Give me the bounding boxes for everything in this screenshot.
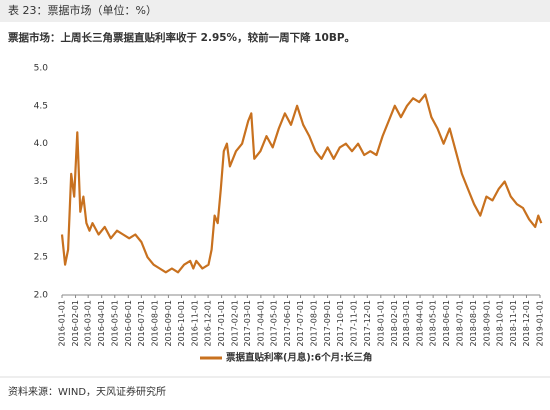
x-tick-label: 2016-05-01 <box>110 300 119 347</box>
x-tick-label: 2017-10-01 <box>336 300 345 347</box>
x-tick-label: 2017-03-01 <box>243 300 252 347</box>
x-tick-label: 2017-05-01 <box>269 300 278 347</box>
x-tick-label: 2016-08-01 <box>150 300 159 347</box>
x-tick-label: 2017-12-01 <box>363 300 372 347</box>
header-bar <box>0 0 550 22</box>
y-tick-label: 2.5 <box>34 253 48 263</box>
x-tick-label: 2018-01-01 <box>376 300 385 347</box>
x-tick-label: 2018-06-01 <box>442 300 451 347</box>
x-tick-label: 2017-08-01 <box>310 300 319 347</box>
x-tick-label: 2016-03-01 <box>84 300 93 347</box>
x-tick-label: 2016-09-01 <box>164 300 173 347</box>
x-tick-label: 2016-07-01 <box>137 300 146 347</box>
x-tick-label: 2018-07-01 <box>455 300 464 347</box>
x-tick-label: 2017-07-01 <box>296 300 305 347</box>
x-tick-label: 2016-06-01 <box>124 300 133 347</box>
x-tick-label: 2017-02-01 <box>231 300 240 347</box>
y-tick-label: 5.0 <box>34 64 49 74</box>
x-tick-label: 2019-01-01 <box>536 300 545 347</box>
legend-label: 票据直贴利率(月息):6个月:长三角 <box>225 352 372 364</box>
y-tick-label: 4.5 <box>34 101 48 111</box>
y-tick-label: 2.0 <box>34 291 49 301</box>
x-tick-label: 2018-10-01 <box>495 300 504 347</box>
x-tick-label: 2017-04-01 <box>256 300 265 347</box>
x-tick-label: 2016-02-01 <box>71 300 80 347</box>
x-tick-label: 2016-11-01 <box>191 300 200 347</box>
x-tick-label: 2017-01-01 <box>217 300 226 347</box>
x-tick-label: 2018-05-01 <box>429 300 438 347</box>
data-line <box>60 93 543 274</box>
y-tick-label: 3.0 <box>34 215 49 225</box>
x-tick-label: 2018-11-01 <box>509 300 518 347</box>
x-tick-label: 2018-09-01 <box>482 300 491 347</box>
x-tick-label: 2016-04-01 <box>97 300 106 347</box>
header-title: 表 23：票据市场（单位：%） <box>8 3 157 17</box>
source: 资料来源：WIND，天风证券研究所 <box>8 385 166 398</box>
x-tick-label: 2017-09-01 <box>323 300 332 347</box>
y-tick-label: 3.5 <box>34 177 48 187</box>
chart-subtitle: 票据市场：上周长三角票据直贴利率收于 2.95%，较前一周下降 10BP。 <box>8 31 355 44</box>
x-tick-label: 2018-03-01 <box>402 300 411 347</box>
x-tick-label: 2018-02-01 <box>390 300 399 347</box>
x-tick-label: 2018-04-01 <box>416 300 425 347</box>
x-tick-label: 2016-12-01 <box>204 300 213 347</box>
x-tick-label: 2018-08-01 <box>469 300 478 347</box>
x-tick-label: 2017-06-01 <box>283 300 292 347</box>
x-tick-label: 2018-12-01 <box>522 300 531 347</box>
x-tick-label: 2016-01-01 <box>58 300 67 347</box>
y-tick-label: 4.0 <box>34 139 49 149</box>
x-tick-label: 2016-10-01 <box>177 300 186 347</box>
x-tick-label: 2017-11-01 <box>350 300 359 347</box>
